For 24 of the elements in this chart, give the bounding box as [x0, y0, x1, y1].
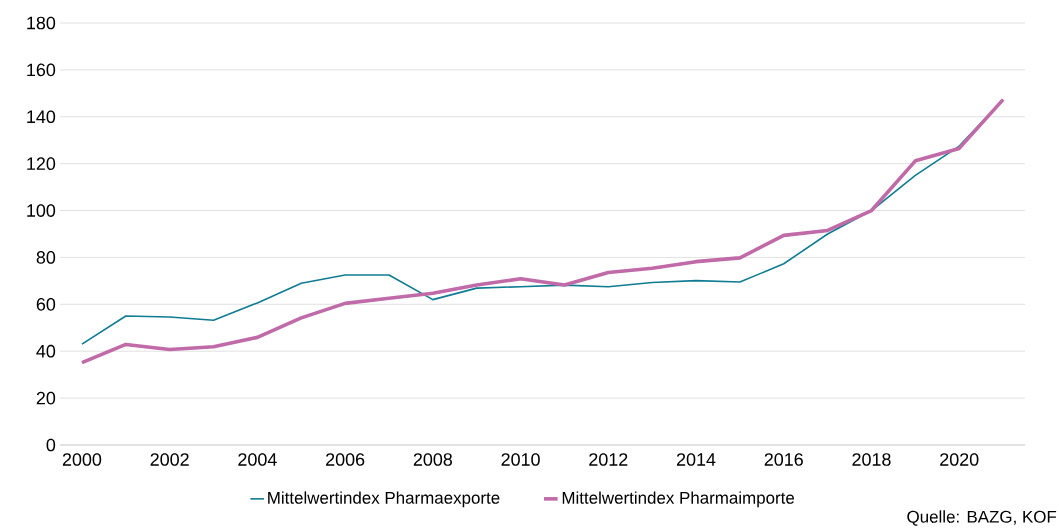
y-tick-label: 80 [36, 251, 56, 264]
y-tick-label: 0 [46, 438, 56, 452]
x-tick-label: 2014 [676, 453, 716, 466]
source-note: Quelle: BAZG, KOF [907, 510, 1057, 526]
y-tick-label: 20 [36, 391, 56, 405]
y-tick-label: 140 [27, 110, 56, 124]
legend-label: Mittelwertindex Pharmaimporte [562, 491, 795, 508]
x-tick-label: 2006 [326, 453, 365, 466]
x-tick-label: 2012 [589, 453, 628, 466]
x-tick-label: 2000 [62, 453, 102, 466]
y-tick-label: 120 [27, 157, 56, 170]
x-tick-label: 2010 [501, 453, 540, 466]
y-tick-label: 180 [27, 16, 56, 30]
x-tick-label: 2004 [238, 453, 277, 466]
y-tick-label: 40 [36, 344, 56, 358]
y-tick-label: 160 [27, 63, 56, 77]
x-tick-label: 2020 [940, 453, 979, 466]
x-tick-label: 2016 [764, 453, 803, 466]
x-tick-label: 2008 [413, 453, 453, 466]
legend-label: Mittelwertindex Pharmaexporte [268, 491, 500, 508]
y-tick-label: 100 [27, 204, 56, 217]
x-tick-label: 2018 [852, 453, 891, 466]
y-tick-label: 60 [36, 297, 56, 311]
x-tick-label: 2002 [150, 453, 189, 466]
